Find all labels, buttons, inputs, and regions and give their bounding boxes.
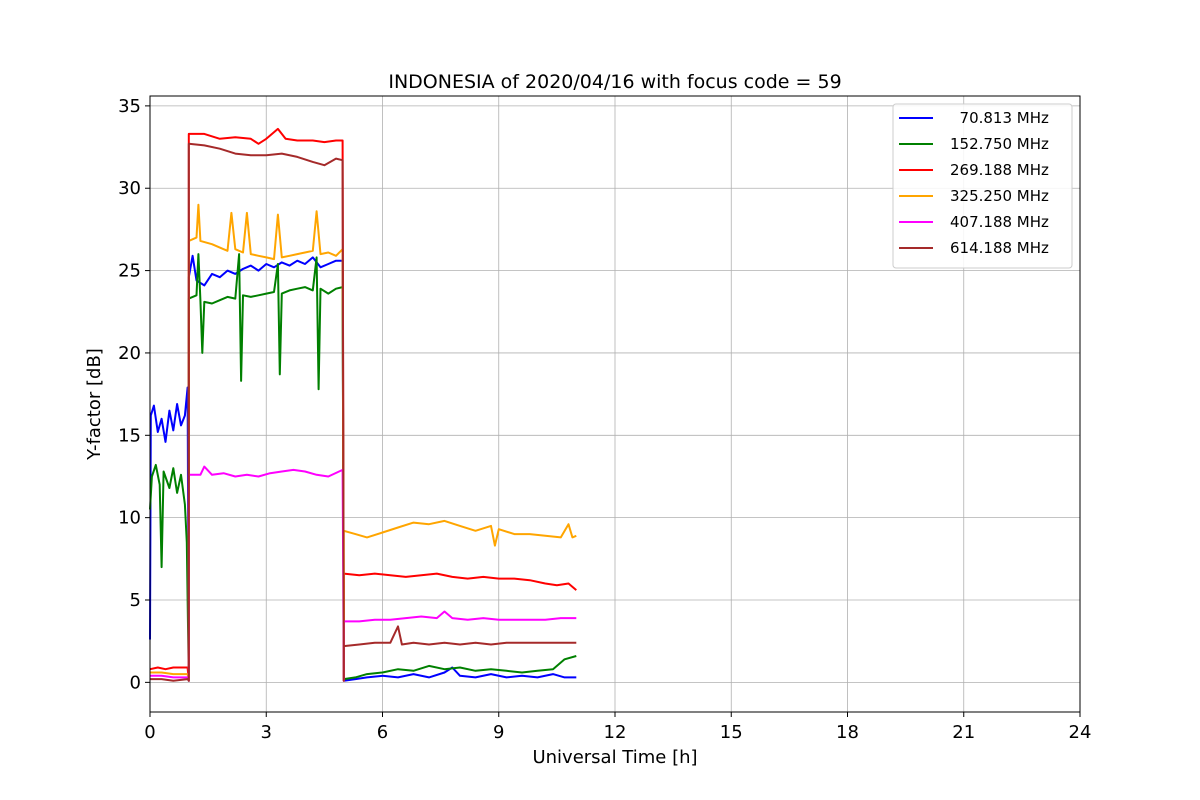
x-tick-label: 3 xyxy=(261,722,272,743)
series-line-5 xyxy=(150,142,577,682)
y-tick-label: 10 xyxy=(118,508,141,529)
y-tick-label: 35 xyxy=(118,96,141,117)
axis-ticks: 0 3 6 9 12 15 18 21 24 0 5 10 15 20 25 30 35 xyxy=(118,96,1091,743)
series-lines xyxy=(149,127,577,682)
x-tick-label: 15 xyxy=(720,722,743,743)
x-tick-label: 0 xyxy=(144,722,155,743)
y-tick-label: 15 xyxy=(118,425,141,446)
legend: 70.813 MHz 152.750 MHz 269.188 MHz 325.250 … xyxy=(892,103,1073,269)
series-line-1 xyxy=(149,253,577,682)
y-axis-label: Y-factor [dB] xyxy=(84,348,105,461)
x-tick-label: 21 xyxy=(952,722,975,743)
legend-box xyxy=(892,103,1073,269)
chart-title: INDONESIA of 2020/04/16 with focus code … xyxy=(388,71,841,93)
y-tick-label: 20 xyxy=(118,343,141,364)
legend-label-1: 152.750 MHz xyxy=(950,135,1049,153)
y-tick-label: 5 xyxy=(130,590,141,611)
legend-label-4: 407.188 MHz xyxy=(950,213,1049,231)
x-axis-label: Universal Time [h] xyxy=(532,747,697,768)
x-tick-label: 12 xyxy=(604,722,627,743)
series-line-3 xyxy=(150,203,577,682)
legend-label-0: 70.813 MHz xyxy=(950,109,1049,127)
y-tick-label: 30 xyxy=(118,178,141,199)
series-line-0 xyxy=(149,254,577,682)
x-tick-label: 18 xyxy=(836,722,859,743)
x-tick-label: 9 xyxy=(493,722,504,743)
y-tick-label: 25 xyxy=(118,261,141,282)
x-tick-label: 24 xyxy=(1069,722,1092,743)
y-tick-label: 0 xyxy=(130,672,141,693)
legend-label-3: 325.250 MHz xyxy=(950,187,1049,205)
series-line-4 xyxy=(150,465,577,682)
x-tick-label: 6 xyxy=(377,722,388,743)
legend-label-2: 269.188 MHz xyxy=(950,161,1049,179)
legend-label-5: 614.188 MHz xyxy=(950,239,1049,257)
